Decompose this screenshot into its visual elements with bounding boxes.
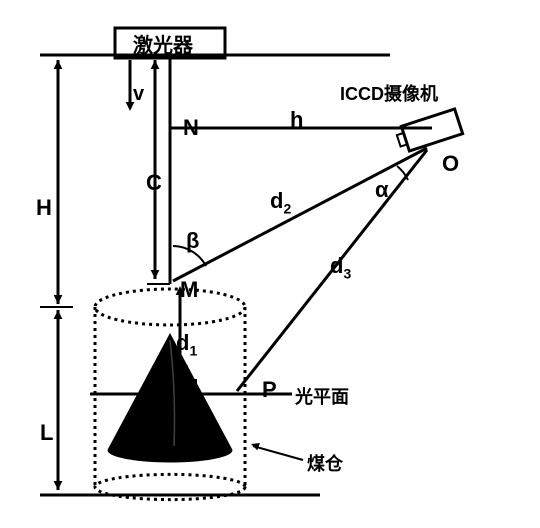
label-H: H: [36, 195, 52, 221]
label-v: v: [133, 83, 144, 106]
cylinder-top: [95, 289, 245, 325]
laser-box-label: 激光器: [133, 29, 193, 58]
camera-icon: [401, 109, 462, 151]
label-C: C: [146, 170, 162, 196]
label-beta: β: [186, 228, 199, 254]
label-d1: d1: [176, 330, 197, 358]
label-h: h: [290, 107, 303, 133]
coal-pile: [108, 334, 232, 462]
label-alpha: α: [375, 177, 389, 203]
label-P: P: [262, 377, 277, 403]
label-d3: d3: [330, 253, 351, 281]
angle-alpha: [397, 166, 408, 180]
label-O: O: [442, 151, 459, 177]
label-d2: d2: [270, 188, 291, 216]
light-plane-label: 光平面: [295, 383, 349, 409]
label-M: M: [180, 277, 198, 303]
coal-bunker-label: 煤仓: [307, 450, 343, 476]
camera-label: ICCD摄像机: [340, 80, 438, 106]
label-Y: Y: [175, 362, 188, 385]
label-N: N: [183, 115, 199, 141]
label-L: L: [40, 420, 53, 446]
